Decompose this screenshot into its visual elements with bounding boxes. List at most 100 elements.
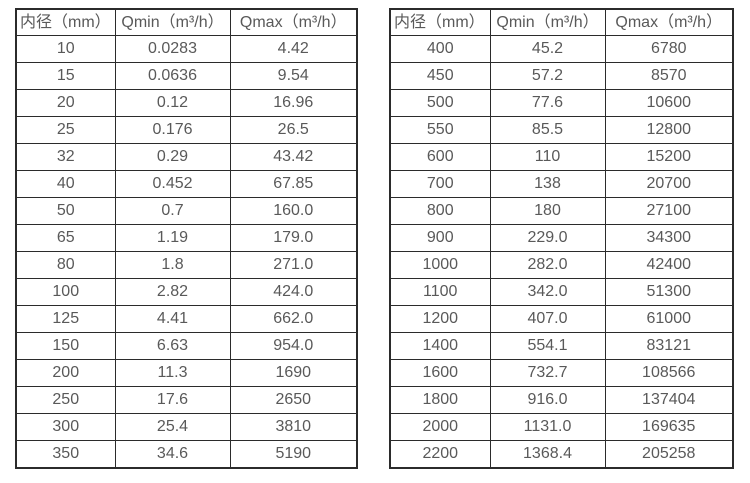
table-row: 800 180 27100 [389, 197, 734, 225]
table-cell: 700 [389, 170, 491, 198]
table-row: 50 0.7 160.0 [15, 197, 358, 225]
table-cell: 1.8 [114, 251, 231, 279]
table-cell: 4.41 [114, 305, 231, 333]
table-cell: 424.0 [229, 278, 358, 306]
table-row: 25 0.176 26.5 [15, 116, 358, 144]
table-cell: 8570 [604, 62, 734, 90]
table-cell: 5190 [229, 440, 358, 469]
table-cell: 1.19 [114, 224, 231, 252]
table-cell: 42400 [604, 251, 734, 279]
table-cell: 500 [389, 89, 491, 117]
table-cell: 900 [389, 224, 491, 252]
table-cell: 732.7 [489, 359, 606, 387]
table-cell: 85.5 [489, 116, 606, 144]
table-cell: 20700 [604, 170, 734, 198]
table-cell: 0.176 [114, 116, 231, 144]
table-cell: 137404 [604, 386, 734, 414]
table-row: 2200 1368.4 205258 [389, 440, 734, 469]
table-cell: 10 [15, 35, 116, 63]
table-cell: 0.452 [114, 170, 231, 198]
flow-range-table-large-diameters: 内径（mm） Qmin（m³/h） Qmax（m³/h） 400 45.2 6780 45… [389, 8, 734, 469]
table-cell: 179.0 [229, 224, 358, 252]
table-cell: 57.2 [489, 62, 606, 90]
table-cell: 1200 [389, 305, 491, 333]
table-cell: 1600 [389, 359, 491, 387]
table-cell: 600 [389, 143, 491, 171]
table-cell: 1000 [389, 251, 491, 279]
table-cell: 3810 [229, 413, 358, 441]
table-cell: 2.82 [114, 278, 231, 306]
table-body: 10 0.0283 4.42 15 0.0636 9.54 20 0.12 16.96 25 0.1… [15, 35, 358, 469]
table-cell: 554.1 [489, 332, 606, 360]
table-cell: 2200 [389, 440, 491, 469]
table-cell: 160.0 [229, 197, 358, 225]
table-row: 700 138 20700 [389, 170, 734, 198]
table-cell: 25.4 [114, 413, 231, 441]
table-cell: 17.6 [114, 386, 231, 414]
table-cell: 342.0 [489, 278, 606, 306]
table-cell: 0.0636 [114, 62, 231, 90]
table-cell: 67.85 [229, 170, 358, 198]
table-cell: 400 [389, 35, 491, 63]
table-cell: 350 [15, 440, 116, 469]
table-cell: 916.0 [489, 386, 606, 414]
table-cell: 300 [15, 413, 116, 441]
table-row: 550 85.5 12800 [389, 116, 734, 144]
table-cell: 150 [15, 332, 116, 360]
table-cell: 125 [15, 305, 116, 333]
table-cell: 11.3 [114, 359, 231, 387]
table-cell: 271.0 [229, 251, 358, 279]
table-cell: 34300 [604, 224, 734, 252]
table-row: 250 17.6 2650 [15, 386, 358, 414]
table-row: 600 110 15200 [389, 143, 734, 171]
table-header: 内径（mm） Qmin（m³/h） Qmax（m³/h） [15, 8, 358, 36]
table-cell: 12800 [604, 116, 734, 144]
table-cell: 100 [15, 278, 116, 306]
table-cell: 20 [15, 89, 116, 117]
column-header: 内径（mm） [389, 8, 491, 36]
table-cell: 9.54 [229, 62, 358, 90]
table-cell: 50 [15, 197, 116, 225]
table-cell: 16.96 [229, 89, 358, 117]
table-row: 300 25.4 3810 [15, 413, 358, 441]
table-row: 1200 407.0 61000 [389, 305, 734, 333]
table-cell: 61000 [604, 305, 734, 333]
table-body: 400 45.2 6780 450 57.2 8570 500 77.6 10600 550 85.… [389, 35, 734, 469]
table-cell: 110 [489, 143, 606, 171]
table-row: 350 34.6 5190 [15, 440, 358, 469]
table-cell: 250 [15, 386, 116, 414]
table-row: 1000 282.0 42400 [389, 251, 734, 279]
table-row: 15 0.0636 9.54 [15, 62, 358, 90]
table-cell: 1131.0 [489, 413, 606, 441]
column-header: Qmin（m³/h） [114, 8, 231, 36]
table-cell: 65 [15, 224, 116, 252]
table-row: 40 0.452 67.85 [15, 170, 358, 198]
column-header: 内径（mm） [15, 8, 116, 36]
table-row: 150 6.63 954.0 [15, 332, 358, 360]
column-header: Qmax（m³/h） [229, 8, 358, 36]
table-row: 125 4.41 662.0 [15, 305, 358, 333]
table-cell: 205258 [604, 440, 734, 469]
table-cell: 138 [489, 170, 606, 198]
table-cell: 26.5 [229, 116, 358, 144]
table-row: 450 57.2 8570 [389, 62, 734, 90]
table-row: 65 1.19 179.0 [15, 224, 358, 252]
table-cell: 108566 [604, 359, 734, 387]
table-header: 内径（mm） Qmin（m³/h） Qmax（m³/h） [389, 8, 734, 36]
table-cell: 2000 [389, 413, 491, 441]
table-row: 100 2.82 424.0 [15, 278, 358, 306]
table-cell: 954.0 [229, 332, 358, 360]
table-cell: 10600 [604, 89, 734, 117]
table-cell: 662.0 [229, 305, 358, 333]
table-cell: 32 [15, 143, 116, 171]
table-cell: 169635 [604, 413, 734, 441]
table-cell: 180 [489, 197, 606, 225]
table-row: 32 0.29 43.42 [15, 143, 358, 171]
table-cell: 15200 [604, 143, 734, 171]
table-cell: 450 [389, 62, 491, 90]
table-cell: 1100 [389, 278, 491, 306]
table-row: 900 229.0 34300 [389, 224, 734, 252]
table-cell: 6780 [604, 35, 734, 63]
table-cell: 0.29 [114, 143, 231, 171]
